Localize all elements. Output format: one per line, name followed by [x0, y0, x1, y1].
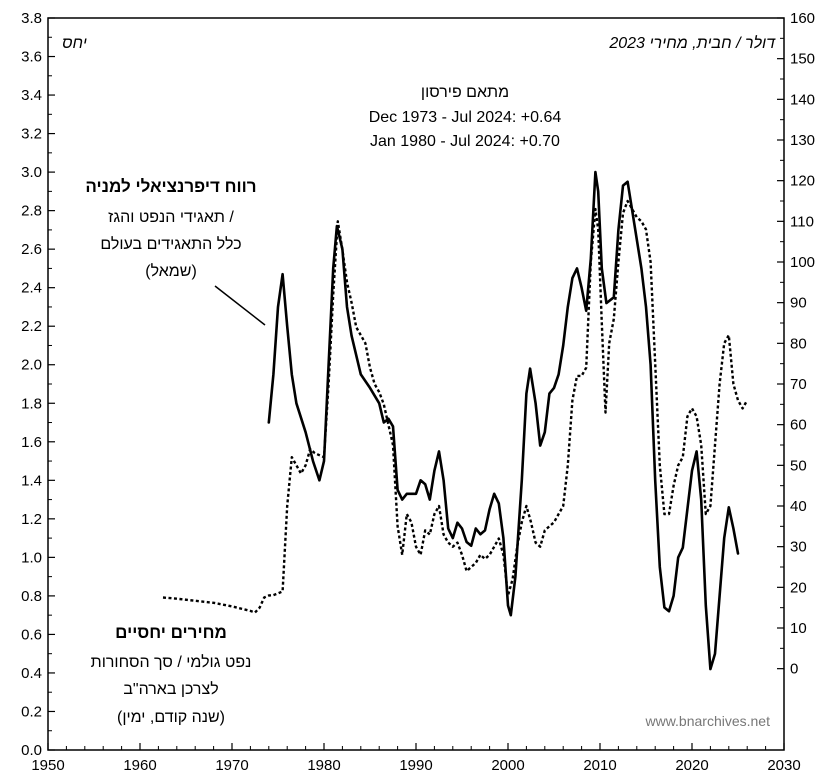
dotted-series-label-line-3: (שנה קודם, ימין): [117, 709, 225, 726]
left-tick-label: 3.8: [21, 10, 42, 27]
left-tick-label: 2.2: [21, 318, 42, 335]
right-axis-label: דולר / חבית, מחירי 2023: [608, 34, 776, 52]
left-tick-label: 1.8: [21, 395, 42, 412]
right-tick-label: 10: [790, 620, 807, 637]
right-tick-label: 100: [790, 254, 815, 271]
left-tick-label: 2.4: [21, 280, 42, 297]
right-axis-tick-labels: 0 10 20 30 40 50 60 70 80 90 100 110 120 130 140 150 160: [790, 10, 815, 678]
right-tick-label: 130: [790, 132, 815, 149]
left-tick-label: 0.0: [21, 742, 42, 759]
correlation-line-2: Jan 1980 - Jul 2024: +0.70: [370, 133, 560, 150]
x-tick-label: 2020: [675, 757, 708, 774]
x-axis-tick-labels: 1950 1960 1970 1980 1990 2000 2010 2020 2030: [31, 757, 800, 774]
correlation-line-1: Dec 1973 - Jul 2024: +0.64: [369, 109, 562, 126]
x-tick-label: 1960: [123, 757, 156, 774]
right-tick-label: 70: [790, 376, 807, 393]
series-line-dotted: [162, 199, 749, 614]
series-line-solid: [267, 170, 740, 671]
left-tick-label: 3.0: [21, 164, 42, 181]
right-tick-label: 0: [790, 661, 798, 678]
series-layer: [162, 170, 749, 671]
right-tick-label: 150: [790, 51, 815, 68]
left-tick-label: 3.2: [21, 126, 42, 143]
left-axis-label: יחס: [62, 35, 87, 52]
watermark: www.bnarchives.net: [644, 713, 770, 729]
dotted-series-label-line-1: נפט גולמי / סך הסחורות: [91, 653, 252, 671]
right-tick-label: 40: [790, 498, 807, 515]
left-tick-label: 3.6: [21, 49, 42, 66]
solid-series-label-line-3: (שמאל): [145, 262, 197, 280]
x-tick-label: 2030: [767, 757, 800, 774]
solid-series-label-line-1: תאגידי הנפט והגז /: [108, 209, 234, 226]
dotted-series-label-title: מחירים יחסיים: [115, 623, 227, 642]
annotation-pointer-line: [214, 285, 266, 326]
x-tick-label: 1990: [399, 757, 432, 774]
x-tick-label: 2010: [583, 757, 616, 774]
right-tick-label: 120: [790, 173, 815, 190]
solid-series-label-title: רווח דיפרנציאלי למניה: [85, 177, 256, 196]
x-tick-label: 1970: [215, 757, 248, 774]
left-tick-label: 2.0: [21, 357, 42, 374]
left-tick-label: 3.4: [21, 87, 42, 104]
left-tick-label: 0.6: [21, 626, 42, 643]
left-tick-label: 0.4: [21, 665, 42, 682]
left-tick-label: 2.6: [21, 241, 42, 258]
right-tick-label: 110: [790, 213, 814, 230]
right-tick-label: 80: [790, 335, 807, 352]
x-tick-label: 1980: [307, 757, 340, 774]
x-tick-label: 2000: [491, 757, 524, 774]
right-tick-label: 160: [790, 10, 815, 27]
left-tick-label: 1.6: [21, 434, 42, 451]
correlation-title: מתאם פירסון: [421, 84, 509, 101]
left-tick-label: 1.4: [21, 472, 42, 489]
left-tick-label: 0.2: [21, 703, 42, 720]
dotted-series-label-line-2: לצרכן בארה"ב: [123, 680, 218, 698]
right-tick-label: 30: [790, 539, 807, 556]
solid-series-label-line-2: כלל התאגידים בעולם: [100, 235, 241, 253]
plot-area-frame: [47, 17, 785, 751]
x-tick-label: 1950: [31, 757, 64, 774]
left-tick-label: 2.8: [21, 203, 42, 220]
right-tick-label: 60: [790, 417, 807, 434]
right-tick-label: 140: [790, 91, 815, 108]
left-tick-label: 0.8: [21, 588, 42, 605]
right-tick-label: 90: [790, 295, 807, 312]
left-axis-tick-labels: 0.0 0.2 0.4 0.6 0.8 1.0 1.2 1.4 1.6 1.8 2.0 2.2 2.4 2…: [21, 10, 42, 759]
right-tick-label: 50: [790, 457, 807, 474]
left-tick-label: 1.0: [21, 549, 42, 566]
left-tick-label: 1.2: [21, 511, 42, 528]
right-tick-label: 20: [790, 579, 807, 596]
